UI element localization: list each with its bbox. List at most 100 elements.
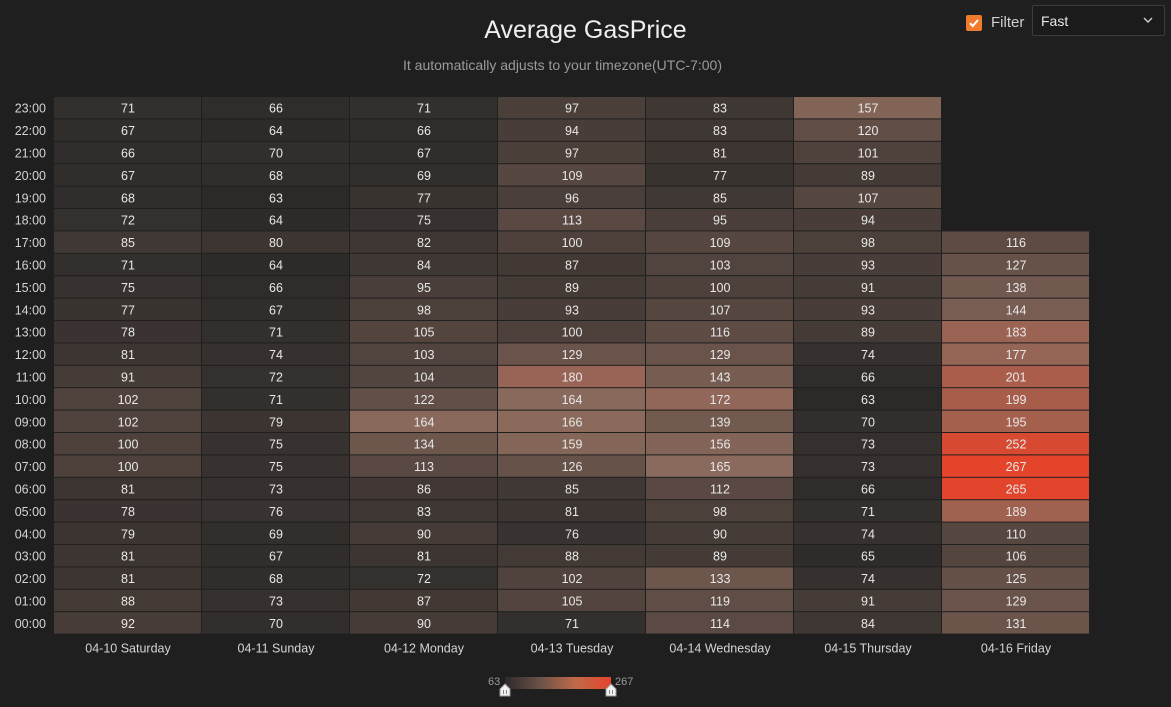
heatmap-cell[interactable] (646, 321, 793, 343)
heatmap-cell[interactable] (646, 253, 793, 276)
heatmap-cell[interactable] (498, 567, 645, 589)
heatmap-cell[interactable] (202, 455, 349, 477)
heatmap-cell[interactable] (350, 164, 497, 186)
heatmap-cell[interactable] (498, 186, 645, 208)
heatmap-cell[interactable] (942, 343, 1089, 365)
heatmap-cell[interactable] (202, 388, 349, 410)
heatmap-cell[interactable] (54, 343, 201, 365)
heatmap-cell[interactable] (202, 589, 349, 612)
heatmap-cell[interactable] (794, 186, 941, 208)
heatmap-cell[interactable] (646, 164, 793, 186)
heatmap-cell[interactable] (350, 209, 497, 231)
heatmap-cell[interactable] (942, 477, 1089, 500)
heatmap-cell[interactable] (794, 276, 941, 298)
heatmap-cell[interactable] (54, 410, 201, 432)
heatmap-cell[interactable] (794, 141, 941, 164)
heatmap-cell[interactable] (646, 141, 793, 164)
heatmap-cell[interactable] (498, 455, 645, 477)
heatmap-cell[interactable] (202, 343, 349, 365)
heatmap-cell[interactable] (202, 612, 349, 634)
heatmap-cell[interactable] (202, 433, 349, 455)
heatmap-cell[interactable] (646, 231, 793, 253)
heatmap-cell[interactable] (498, 522, 645, 544)
heatmap-cell[interactable] (202, 298, 349, 320)
heatmap-cell[interactable] (350, 500, 497, 522)
heatmap-cell[interactable] (498, 612, 645, 634)
heatmap-cell[interactable] (794, 97, 941, 119)
heatmap-cell[interactable] (202, 141, 349, 164)
heatmap-cell[interactable] (646, 410, 793, 432)
heatmap-cell[interactable] (498, 276, 645, 298)
heatmap-cell[interactable] (646, 522, 793, 544)
heatmap-cell[interactable] (498, 119, 645, 141)
heatmap-cell[interactable] (942, 433, 1089, 455)
heatmap-cell[interactable] (646, 455, 793, 477)
heatmap-cell[interactable] (794, 321, 941, 343)
heatmap-cell[interactable] (498, 321, 645, 343)
heatmap-cell[interactable] (794, 522, 941, 544)
speed-select[interactable]: Fast (1032, 5, 1165, 36)
heatmap-cell[interactable] (498, 231, 645, 253)
heatmap-cell[interactable] (202, 477, 349, 500)
heatmap-cell[interactable] (350, 119, 497, 141)
heatmap-cell[interactable] (646, 97, 793, 119)
filter-checkbox[interactable] (966, 14, 982, 31)
heatmap-cell[interactable] (498, 410, 645, 432)
heatmap-cell[interactable] (646, 276, 793, 298)
heatmap-cell[interactable] (350, 612, 497, 634)
heatmap-cell[interactable] (202, 500, 349, 522)
heatmap-cell[interactable] (498, 433, 645, 455)
heatmap-cell[interactable] (54, 141, 201, 164)
heatmap-cell[interactable] (646, 388, 793, 410)
heatmap-cell[interactable] (54, 164, 201, 186)
heatmap-cell[interactable] (942, 522, 1089, 544)
heatmap-cell[interactable] (350, 141, 497, 164)
heatmap-cell[interactable] (942, 276, 1089, 298)
heatmap-cell[interactable] (942, 231, 1089, 253)
heatmap-cell[interactable] (646, 365, 793, 388)
heatmap-cell[interactable] (350, 365, 497, 388)
heatmap-cell[interactable] (202, 365, 349, 388)
heatmap-cell[interactable] (202, 253, 349, 276)
heatmap-cell[interactable] (794, 410, 941, 432)
heatmap-cell[interactable] (646, 343, 793, 365)
heatmap-cell[interactable] (498, 343, 645, 365)
heatmap-cell[interactable] (498, 545, 645, 567)
heatmap-cell[interactable] (202, 119, 349, 141)
heatmap-cell[interactable] (646, 477, 793, 500)
heatmap-cell[interactable] (350, 343, 497, 365)
heatmap-cell[interactable] (202, 522, 349, 544)
heatmap-cell[interactable] (646, 209, 793, 231)
heatmap-cell[interactable] (794, 612, 941, 634)
heatmap-cell[interactable] (202, 321, 349, 343)
heatmap-cell[interactable] (942, 321, 1089, 343)
heatmap-cell[interactable] (54, 500, 201, 522)
heatmap-cell[interactable] (794, 477, 941, 500)
heatmap-cell[interactable] (54, 388, 201, 410)
heatmap-cell[interactable] (646, 545, 793, 567)
heatmap-cell[interactable] (942, 455, 1089, 477)
heatmap-cell[interactable] (498, 141, 645, 164)
heatmap-cell[interactable] (794, 119, 941, 141)
heatmap-cell[interactable] (350, 186, 497, 208)
heatmap-cell[interactable] (54, 276, 201, 298)
heatmap-cell[interactable] (54, 545, 201, 567)
heatmap-cell[interactable] (202, 209, 349, 231)
heatmap-cell[interactable] (794, 545, 941, 567)
heatmap-cell[interactable] (202, 567, 349, 589)
heatmap-cell[interactable] (54, 231, 201, 253)
heatmap-cell[interactable] (350, 388, 497, 410)
heatmap-cell[interactable] (942, 500, 1089, 522)
heatmap-cell[interactable] (350, 253, 497, 276)
heatmap-cell[interactable] (794, 164, 941, 186)
heatmap-cell[interactable] (498, 253, 645, 276)
heatmap-cell[interactable] (54, 298, 201, 320)
heatmap-cell[interactable] (794, 589, 941, 612)
heatmap-cell[interactable] (498, 298, 645, 320)
heatmap-cell[interactable] (498, 388, 645, 410)
heatmap-cell[interactable] (202, 231, 349, 253)
heatmap-cell[interactable] (794, 298, 941, 320)
heatmap-cell[interactable] (942, 298, 1089, 320)
heatmap-cell[interactable] (942, 612, 1089, 634)
heatmap-cell[interactable] (350, 455, 497, 477)
